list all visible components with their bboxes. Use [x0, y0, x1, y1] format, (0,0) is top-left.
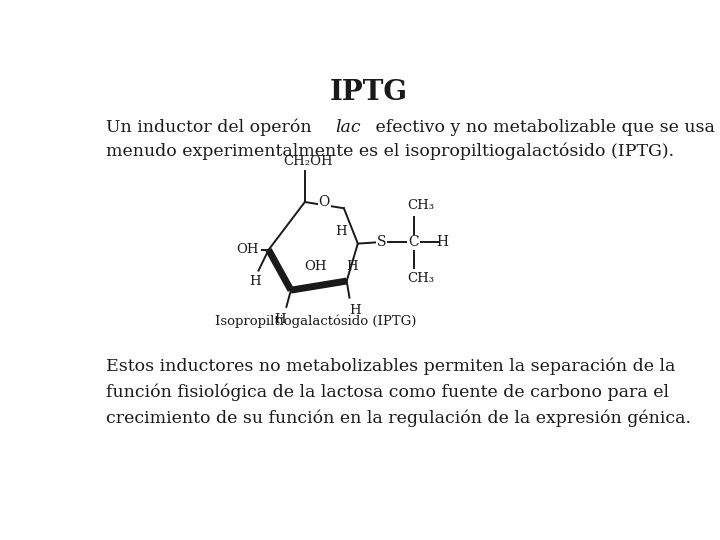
Text: menudo experimentalmente es el isopropiltiogalactósido (IPTG).: menudo experimentalmente es el isopropil…	[106, 143, 674, 160]
Text: crecimiento de su función en la regulación de la expresión génica.: crecimiento de su función en la regulaci…	[106, 409, 690, 427]
Text: CH₃: CH₃	[407, 199, 434, 212]
Text: CH₂OH: CH₂OH	[283, 155, 333, 168]
Text: H: H	[274, 313, 286, 326]
Text: OH: OH	[305, 260, 327, 273]
Text: S: S	[377, 235, 386, 249]
Text: efectivo y no metabolizable que se usa a: efectivo y no metabolizable que se usa a	[370, 119, 720, 136]
Text: O: O	[319, 195, 330, 209]
Text: función fisiológica de la lactosa como fuente de carbono para el: función fisiológica de la lactosa como f…	[106, 384, 669, 401]
Text: C: C	[408, 235, 419, 249]
Text: H: H	[249, 275, 261, 288]
Text: Isopropiltiogalactósido (IPTG): Isopropiltiogalactósido (IPTG)	[215, 314, 417, 328]
Text: OH: OH	[237, 244, 259, 256]
Text: CH₃: CH₃	[407, 272, 434, 285]
Text: Un inductor del operón: Un inductor del operón	[106, 119, 317, 137]
Text: IPTG: IPTG	[330, 79, 408, 106]
Text: lac: lac	[336, 119, 361, 136]
Text: H: H	[349, 304, 361, 317]
Text: H: H	[346, 260, 358, 273]
Text: Estos inductores no metabolizables permiten la separación de la: Estos inductores no metabolizables permi…	[106, 358, 675, 375]
Text: H: H	[336, 225, 347, 238]
Text: H: H	[436, 235, 449, 249]
